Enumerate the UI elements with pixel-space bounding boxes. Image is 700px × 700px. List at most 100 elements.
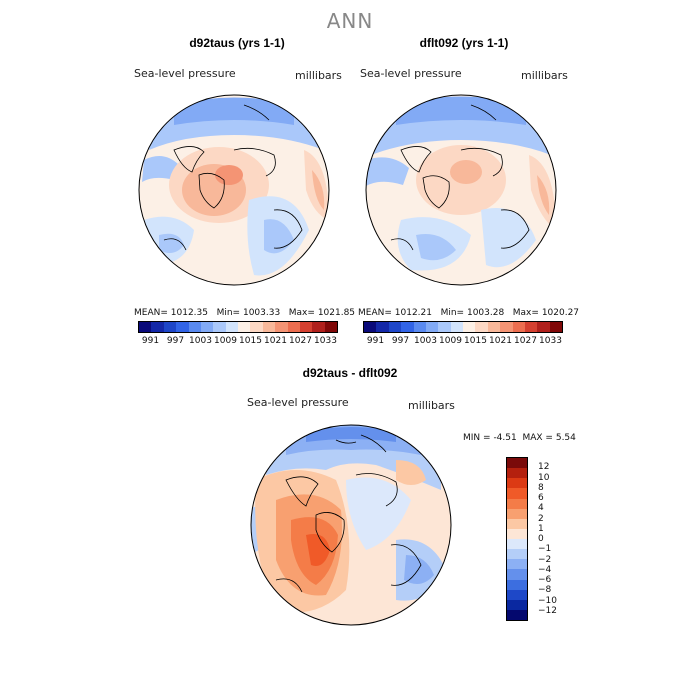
colorbar-tick-label: 1027 [514, 336, 537, 346]
panel-1-colorbar-ticks: 991 997 1003 1009 1015 1021 1027 1033 [138, 336, 338, 348]
panel-1-mean-label: MEAN= [134, 308, 168, 318]
colorbar-swatch [312, 322, 325, 332]
colorbar-swatch [507, 508, 527, 519]
colorbar-swatch [507, 609, 527, 620]
colorbar-swatch [213, 322, 226, 332]
colorbar-tick-label: 1033 [539, 336, 562, 346]
panel-2-mean: 1012.21 [394, 308, 432, 318]
colorbar-swatch [512, 322, 525, 332]
colorbar-swatch [299, 322, 313, 332]
colorbar-tick-label: 997 [391, 336, 410, 346]
colorbar-swatch [507, 468, 527, 479]
colorbar-tick-label: 991 [141, 336, 160, 346]
colorbar-swatch [524, 322, 538, 332]
panel-1-variable: Sea-level pressure [134, 67, 236, 80]
colorbar-swatch [507, 569, 527, 580]
difference-max-label: MAX = [522, 433, 553, 443]
colorbar-swatch [275, 322, 288, 332]
colorbar-swatch [507, 549, 527, 560]
colorbar-tick-label: −1 [538, 544, 552, 555]
colorbar-tick-label: 1003 [414, 336, 437, 346]
colorbar-swatch [537, 322, 550, 332]
panel-2-stats: MEAN= 1012.21 Min= 1003.28 Max= 1020.27 [358, 308, 579, 318]
colorbar-swatch [250, 322, 263, 332]
difference-units: millibars [408, 399, 455, 412]
difference-min: -4.51 [493, 433, 517, 443]
main-title: ANN [326, 9, 374, 33]
colorbar-swatch [139, 322, 152, 332]
panel-1-title: d92taus (yrs 1-1) [189, 36, 285, 50]
colorbar-tick-label: −10 [538, 595, 557, 606]
colorbar-swatch [507, 518, 527, 529]
difference-colorbar [506, 457, 528, 621]
colorbar-tick-label: −2 [538, 554, 552, 565]
colorbar-swatch [176, 322, 189, 332]
colorbar-swatch [438, 322, 451, 332]
colorbar-swatch [475, 322, 488, 332]
colorbar-tick-label: 6 [538, 493, 544, 503]
difference-max: 5.54 [555, 433, 576, 443]
colorbar-swatch [163, 322, 177, 332]
panel-2-colorbar [363, 321, 563, 333]
colorbar-swatch [262, 322, 276, 332]
colorbar-swatch [287, 322, 300, 332]
colorbar-tick-label: 0 [538, 534, 544, 544]
colorbar-swatch [388, 322, 402, 332]
colorbar-swatch [487, 322, 501, 332]
colorbar-tick-label: −4 [538, 564, 552, 575]
colorbar-swatch [188, 322, 201, 332]
colorbar-swatch [507, 458, 527, 469]
colorbar-tick-label: 1027 [289, 336, 312, 346]
difference-variable: Sea-level pressure [247, 396, 349, 409]
colorbar-tick-label: 12 [538, 462, 550, 473]
colorbar-swatch [425, 322, 439, 332]
colorbar-tick-label: 2 [538, 513, 544, 524]
panel-1-map [134, 90, 334, 290]
colorbar-swatch [238, 322, 251, 332]
panel-2-colorbar-ticks: 991 997 1003 1009 1015 1021 1027 1033 [363, 336, 563, 348]
colorbar-tick-label: 1021 [264, 336, 287, 346]
difference-colorbar-ticks: 12 10 8 6 4 2 1 0 −1 −2 −4 −6 −8 −10 −12 [538, 457, 578, 621]
panel-1-stats: MEAN= 1012.35 Min= 1003.33 Max= 1021.85 [134, 308, 355, 318]
panel-1-units: millibars [295, 69, 342, 82]
colorbar-swatch [507, 579, 527, 590]
colorbar-swatch [507, 498, 527, 509]
colorbar-swatch [507, 539, 527, 550]
panel-2-min: 1003.28 [466, 308, 505, 318]
panel-1-min-label: Min= [216, 308, 241, 318]
panel-1-max-label: Max= [288, 308, 315, 318]
panel-2-units: millibars [521, 69, 568, 82]
colorbar-tick-label: 997 [166, 336, 185, 346]
colorbar-swatch [151, 322, 164, 332]
colorbar-tick-label: 1015 [239, 336, 262, 346]
panel-1-min: 1003.33 [242, 308, 281, 318]
panel-2-min-label: Min= [440, 308, 465, 318]
colorbar-swatch [507, 599, 527, 610]
colorbar-tick-label: −12 [538, 605, 557, 616]
difference-map [246, 420, 456, 630]
panel-1-max: 1021.85 [317, 308, 356, 318]
panel-2-variable: Sea-level pressure [360, 67, 462, 80]
panel-2-mean-label: MEAN= [358, 308, 392, 318]
colorbar-tick-label: 1033 [314, 336, 337, 346]
colorbar-tick-label: 4 [538, 503, 544, 514]
panel-1-mean: 1012.35 [170, 308, 208, 318]
panel-1-colorbar [138, 321, 338, 333]
colorbar-swatch [549, 322, 562, 332]
colorbar-swatch [324, 322, 337, 332]
panel-2-map [361, 90, 561, 290]
colorbar-swatch [463, 322, 476, 332]
colorbar-swatch [413, 322, 426, 332]
panel-2-max: 1020.27 [541, 308, 580, 318]
colorbar-swatch [225, 322, 238, 332]
difference-min-label: MIN = [463, 433, 491, 443]
colorbar-swatch [500, 322, 513, 332]
panel-2-title: dflt092 (yrs 1-1) [419, 36, 509, 50]
colorbar-swatch [200, 322, 214, 332]
colorbar-swatch [401, 322, 414, 332]
colorbar-tick-label: 991 [366, 336, 385, 346]
colorbar-swatch [507, 478, 527, 489]
colorbar-swatch [450, 322, 463, 332]
colorbar-swatch [364, 322, 377, 332]
colorbar-tick-label: 1 [538, 523, 544, 534]
